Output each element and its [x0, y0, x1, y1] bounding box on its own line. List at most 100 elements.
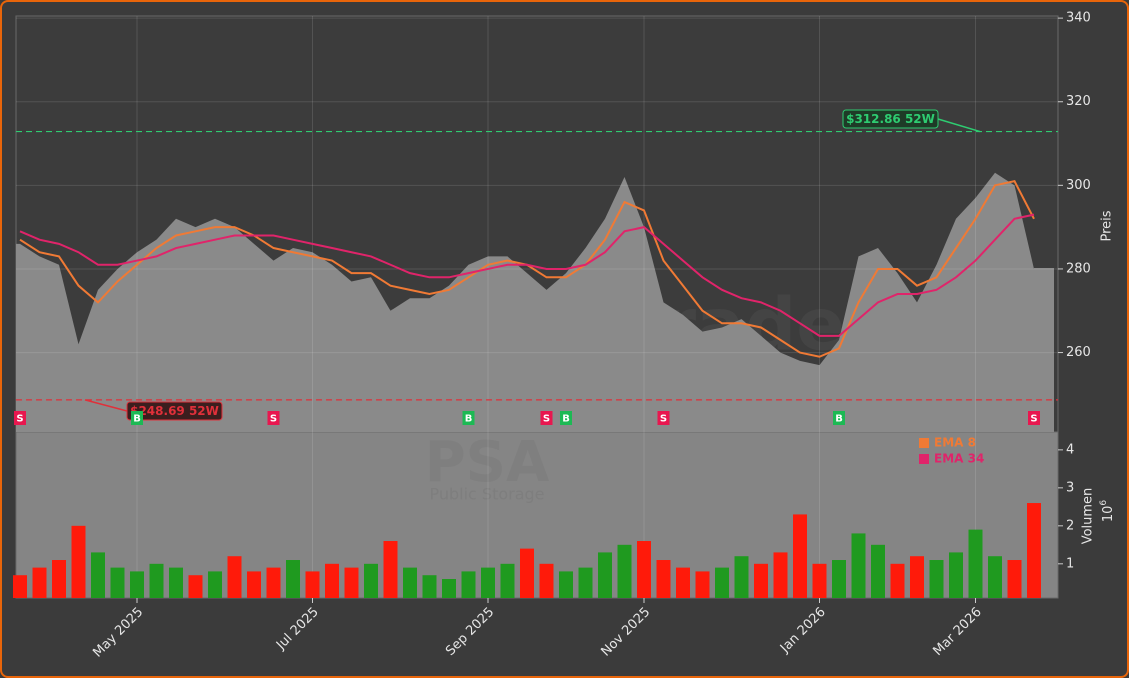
low-label-box [126, 401, 223, 421]
volume-bar [968, 529, 983, 598]
signal-label: B [562, 414, 570, 425]
volume-bar [949, 552, 963, 598]
exponent-power: 6 [1099, 500, 1109, 506]
volume-bar [481, 567, 495, 598]
volume-bar [500, 563, 515, 598]
signal-label: S [660, 414, 667, 425]
volume-bar [110, 567, 125, 598]
volume-bar [286, 560, 300, 598]
signal-marker [540, 411, 553, 425]
ticker-watermark: PSA [425, 430, 550, 495]
legend-label: EMA 8 [934, 436, 976, 450]
volume-bar [13, 575, 27, 598]
exponent-base: 10 [1101, 506, 1116, 523]
y-axis-label: Preis [1100, 210, 1115, 241]
close-area [16, 172, 1034, 432]
volume-bar [734, 556, 749, 598]
ema-line [19, 213, 1035, 337]
signal-marker [131, 411, 143, 425]
high-label-box [842, 109, 939, 129]
volume-bar [617, 544, 632, 598]
volume-bar [676, 567, 690, 598]
volume-bar [910, 556, 924, 598]
signal-label: B [465, 414, 473, 425]
volume-bar [1027, 503, 1041, 598]
high-arrow [937, 118, 981, 133]
volume-bar [364, 563, 378, 598]
last-price-box [1034, 268, 1054, 432]
volume-bar [344, 567, 359, 598]
y-axis-label: Volumen [1081, 488, 1096, 545]
volume-bar [188, 575, 203, 598]
volume-bar [656, 560, 671, 598]
volume-bar [461, 571, 476, 598]
y-tick-label: 300 [1066, 178, 1091, 193]
volume-bar [266, 567, 281, 598]
volume-bar [325, 563, 339, 598]
x-tick-label: Jul 2025 [273, 605, 322, 654]
volume-bar [247, 571, 261, 598]
volume-bar [52, 560, 66, 598]
volume-bar [793, 514, 807, 598]
volume-bar [851, 533, 866, 598]
volume-bar [227, 556, 242, 598]
low-label: $248.69 52W [130, 404, 219, 418]
volume-bar [442, 579, 456, 598]
signal-marker [267, 411, 280, 425]
x-tick-label: May 2025 [90, 605, 146, 661]
volume-bar [578, 567, 593, 598]
volume-bar [91, 552, 105, 598]
volume-bar [890, 563, 905, 598]
signal-label: S [16, 414, 23, 425]
volume-bar [169, 567, 183, 598]
x-tick-label: Nov 2025 [598, 605, 653, 660]
volume-bar [71, 525, 86, 598]
volume-bar [637, 541, 651, 598]
y-tick-label: 1 [1066, 556, 1074, 571]
legend-swatch [919, 438, 929, 448]
y-tick-label: 280 [1066, 261, 1091, 276]
volume-bar [383, 541, 398, 598]
legend-label: EMA 34 [934, 452, 984, 466]
volume-bar [871, 544, 885, 598]
signal-label: S [543, 414, 550, 425]
signal-marker [657, 411, 670, 425]
x-tick-label: Sep 2025 [443, 605, 497, 659]
volume-bar [929, 560, 944, 598]
signal-label: S [1030, 414, 1037, 425]
volume-bar [695, 571, 710, 598]
low-arrow [84, 399, 128, 412]
signal-marker [560, 411, 572, 425]
volume-bar [305, 571, 320, 598]
signal-marker [14, 411, 26, 425]
y-tick-label: 340 [1066, 11, 1091, 26]
volume-bar [559, 571, 573, 598]
volume-bar [422, 575, 437, 598]
signal-label: S [270, 414, 277, 425]
signal-marker [833, 411, 845, 425]
axis-exponent: 106 [1099, 500, 1116, 523]
volume-bar [1007, 560, 1022, 598]
volume-bar [754, 563, 768, 598]
signal-marker [462, 411, 475, 425]
volume-bar [832, 560, 846, 598]
volume-bar [598, 552, 612, 598]
y-tick-label: 320 [1066, 94, 1091, 109]
signal-marker [1028, 411, 1040, 425]
signal-label: B [835, 414, 843, 425]
volume-bar [520, 548, 534, 598]
volume-bar [32, 567, 47, 598]
x-tick-label: Mar 2026 [931, 605, 985, 659]
volume-bar [988, 556, 1002, 598]
y-tick-label: 260 [1066, 345, 1091, 360]
volume-bar [715, 567, 729, 598]
y-tick-label: 2 [1066, 518, 1074, 533]
volume-bar [149, 563, 164, 598]
y-tick-label: 3 [1066, 480, 1074, 495]
volume-bar [773, 552, 788, 598]
high-label: $312.86 52W [846, 112, 935, 126]
y-tick-label: 4 [1066, 442, 1074, 457]
